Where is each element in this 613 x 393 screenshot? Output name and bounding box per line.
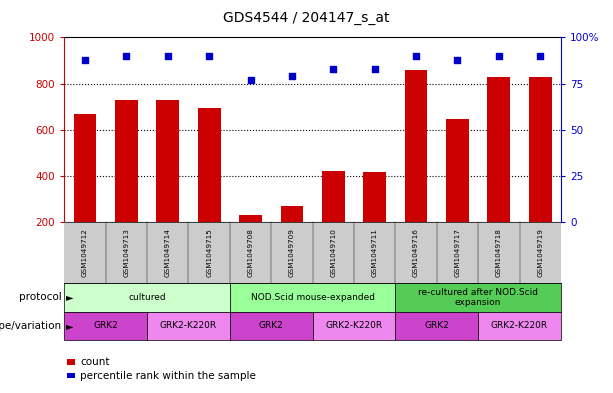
Bar bbox=[239, 215, 262, 222]
Text: GRK2-K220R: GRK2-K220R bbox=[160, 321, 217, 331]
Point bbox=[494, 53, 504, 59]
Text: GRK2: GRK2 bbox=[93, 321, 118, 331]
Text: GSM1049716: GSM1049716 bbox=[413, 228, 419, 277]
Bar bbox=[115, 100, 138, 222]
Bar bbox=[487, 77, 510, 222]
Text: GSM1049709: GSM1049709 bbox=[289, 228, 295, 277]
Text: genotype/variation: genotype/variation bbox=[0, 321, 61, 331]
Text: cultured: cultured bbox=[128, 293, 166, 302]
Text: percentile rank within the sample: percentile rank within the sample bbox=[80, 371, 256, 381]
Text: GDS4544 / 204147_s_at: GDS4544 / 204147_s_at bbox=[223, 11, 390, 25]
Text: GSM1049714: GSM1049714 bbox=[165, 228, 171, 277]
Text: re-cultured after NOD.Scid
expansion: re-cultured after NOD.Scid expansion bbox=[418, 288, 538, 307]
Bar bbox=[529, 77, 552, 222]
Text: GRK2: GRK2 bbox=[424, 321, 449, 331]
Point bbox=[411, 53, 421, 59]
Text: protocol: protocol bbox=[18, 292, 61, 302]
Bar bbox=[322, 171, 345, 222]
Text: GSM1049712: GSM1049712 bbox=[82, 228, 88, 277]
Text: ►: ► bbox=[66, 321, 74, 331]
Bar bbox=[281, 206, 303, 222]
Bar bbox=[156, 100, 179, 222]
Text: NOD.Scid mouse-expanded: NOD.Scid mouse-expanded bbox=[251, 293, 375, 302]
Point bbox=[246, 77, 256, 83]
Point bbox=[370, 66, 379, 72]
Text: GSM1049711: GSM1049711 bbox=[371, 228, 378, 277]
Text: GRK2: GRK2 bbox=[259, 321, 284, 331]
Text: GSM1049715: GSM1049715 bbox=[206, 228, 212, 277]
Point bbox=[80, 56, 90, 62]
Text: GRK2-K220R: GRK2-K220R bbox=[326, 321, 383, 331]
Bar bbox=[405, 70, 427, 222]
Text: GRK2-K220R: GRK2-K220R bbox=[491, 321, 548, 331]
Point bbox=[287, 73, 297, 79]
Point bbox=[329, 66, 338, 72]
Text: GSM1049708: GSM1049708 bbox=[248, 228, 254, 277]
Text: GSM1049717: GSM1049717 bbox=[454, 228, 460, 277]
Text: GSM1049718: GSM1049718 bbox=[496, 228, 502, 277]
Point bbox=[452, 56, 462, 62]
Bar bbox=[198, 108, 221, 222]
Text: ►: ► bbox=[66, 292, 74, 302]
Text: GSM1049710: GSM1049710 bbox=[330, 228, 337, 277]
Point bbox=[121, 53, 131, 59]
Text: GSM1049713: GSM1049713 bbox=[123, 228, 129, 277]
Bar bbox=[74, 114, 96, 222]
Point bbox=[535, 53, 545, 59]
Point bbox=[163, 53, 173, 59]
Text: count: count bbox=[80, 357, 110, 367]
Bar bbox=[446, 119, 469, 222]
Point bbox=[204, 53, 214, 59]
Text: GSM1049719: GSM1049719 bbox=[537, 228, 543, 277]
Bar bbox=[364, 173, 386, 222]
